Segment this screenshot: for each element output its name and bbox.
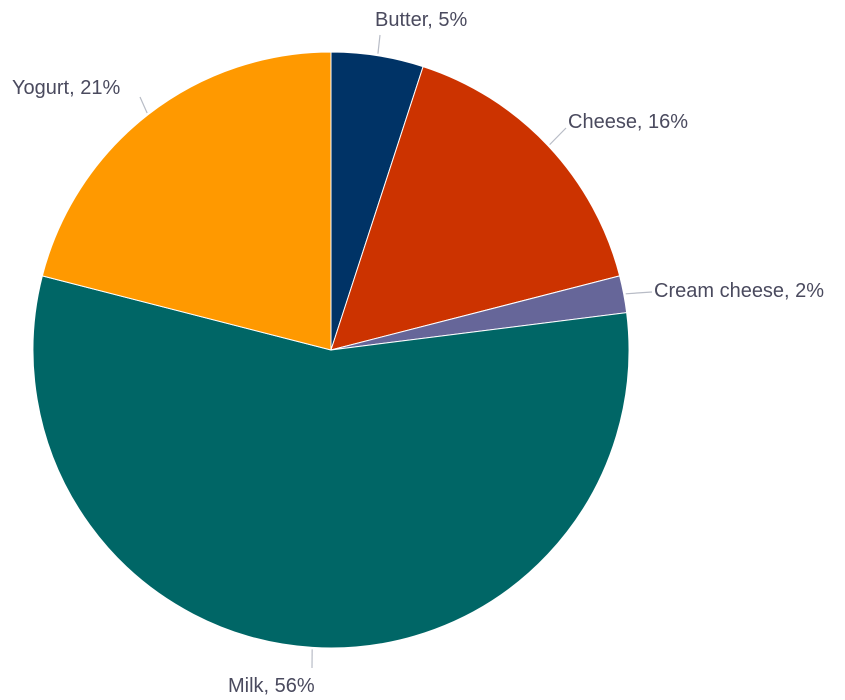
slice-label-yogurt: Yogurt, 21% [12, 77, 120, 99]
leader-line-yogurt [139, 96, 148, 114]
slice-label-cream-cheese: Cream cheese, 2% [654, 280, 824, 302]
leader-line-butter [377, 34, 381, 54]
leader-line-cheese [549, 127, 567, 146]
label-leader-lines [139, 34, 653, 669]
pie-slice-cheese [330, 65, 621, 351]
pie-slice-yogurt [41, 51, 332, 351]
pie-slice-milk [32, 275, 630, 649]
pie-slices [32, 51, 630, 649]
slice-label-milk: Milk, 56% [228, 675, 315, 697]
slice-label-butter: Butter, 5% [375, 9, 467, 31]
slice-label-cheese: Cheese, 16% [568, 111, 688, 133]
leader-line-cream-cheese [625, 291, 653, 295]
slice-labels: Butter, 5% Cheese, 16% Cream cheese, 2% Mil… [12, 9, 824, 697]
